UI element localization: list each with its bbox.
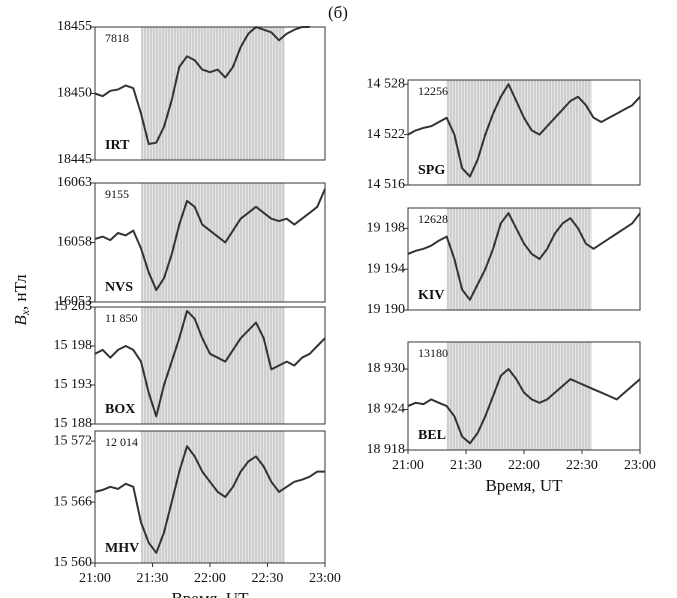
- station-label: BEL: [418, 428, 446, 443]
- y-tick-label: 19 194: [367, 261, 406, 276]
- x-tick-label: 21:30: [450, 458, 482, 473]
- y-label-symbol: B: [11, 315, 30, 326]
- y-tick-label: 16058: [57, 235, 92, 250]
- x-tick-label: 22:30: [566, 458, 598, 473]
- panel-frame: [94, 306, 326, 425]
- x-tick-label: 21:30: [137, 571, 169, 586]
- panel-frame: [407, 207, 641, 311]
- y-tick-label: 18 918: [367, 442, 406, 457]
- x-tick-label: 22:30: [252, 571, 284, 586]
- y-tick-label: 18455: [57, 19, 92, 34]
- station-label: KIV: [418, 288, 444, 303]
- x-tick-label: 23:00: [624, 458, 656, 473]
- shaded-interval: [446, 342, 592, 450]
- panel-frame: [407, 79, 641, 186]
- shaded-interval: [141, 183, 285, 302]
- y-tick-label: 19 198: [367, 221, 406, 236]
- data-line: [407, 368, 641, 445]
- shaded-interval: [141, 27, 285, 160]
- x-tick-label: 22:00: [508, 458, 540, 473]
- y-tick-label: 15 560: [54, 555, 93, 570]
- shaded-interval: [141, 431, 285, 563]
- y-tick-label: 19 190: [367, 302, 406, 317]
- y-label-unit: , нТл: [11, 274, 30, 310]
- y-axis-label: Bx, нТл: [11, 274, 32, 326]
- x-tick-label: 23:00: [309, 571, 341, 586]
- distance-annotation: 13180: [418, 346, 448, 360]
- distance-annotation: 12 014: [105, 435, 138, 449]
- x-axis-label: Время, UT: [485, 476, 563, 495]
- y-label-subscript: x: [18, 309, 32, 316]
- data-line: [407, 83, 641, 178]
- figure-title: (б): [328, 3, 348, 22]
- y-tick-label: 18 930: [367, 361, 406, 376]
- distance-annotation: 11 850: [105, 311, 138, 325]
- data-line: [94, 188, 326, 292]
- station-label: BOX: [105, 402, 135, 417]
- y-tick-label: 14 528: [367, 76, 406, 91]
- x-tick-label: 21:00: [79, 571, 111, 586]
- data-line: [94, 309, 326, 418]
- data-line: [407, 212, 641, 301]
- y-tick-label: 15 188: [54, 416, 93, 431]
- station-label: NVS: [105, 280, 133, 295]
- y-tick-label: 18450: [57, 86, 92, 101]
- y-tick-label: 18 924: [367, 402, 406, 417]
- station-label: SPG: [418, 163, 445, 178]
- distance-annotation: 12256: [418, 84, 448, 98]
- y-tick-label: 14 516: [367, 177, 406, 192]
- y-tick-label: 15 566: [54, 494, 93, 509]
- y-tick-label: 15 203: [54, 299, 93, 314]
- y-tick-label: 15 198: [54, 338, 93, 353]
- distance-annotation: 12628: [418, 212, 448, 226]
- shaded-interval: [446, 80, 592, 185]
- y-tick-label: 16063: [57, 175, 92, 190]
- y-tick-label: 18445: [57, 152, 92, 167]
- data-line: [94, 26, 310, 145]
- y-tick-label: 15 193: [54, 377, 93, 392]
- y-tick-label: 16053: [57, 294, 92, 309]
- data-line: [94, 445, 325, 554]
- shaded-interval: [446, 208, 592, 310]
- x-axis-label: Время, UT: [171, 589, 249, 598]
- x-tick-label: 22:00: [194, 571, 226, 586]
- station-label: MHV: [105, 541, 139, 556]
- y-tick-label: 15 572: [54, 433, 93, 448]
- y-tick-label: 14 522: [367, 127, 406, 142]
- distance-annotation: 9155: [105, 187, 129, 201]
- distance-annotation: 7818: [105, 31, 129, 45]
- station-label: IRT: [105, 138, 130, 153]
- x-tick-label: 21:00: [392, 458, 424, 473]
- shaded-interval: [141, 307, 285, 424]
